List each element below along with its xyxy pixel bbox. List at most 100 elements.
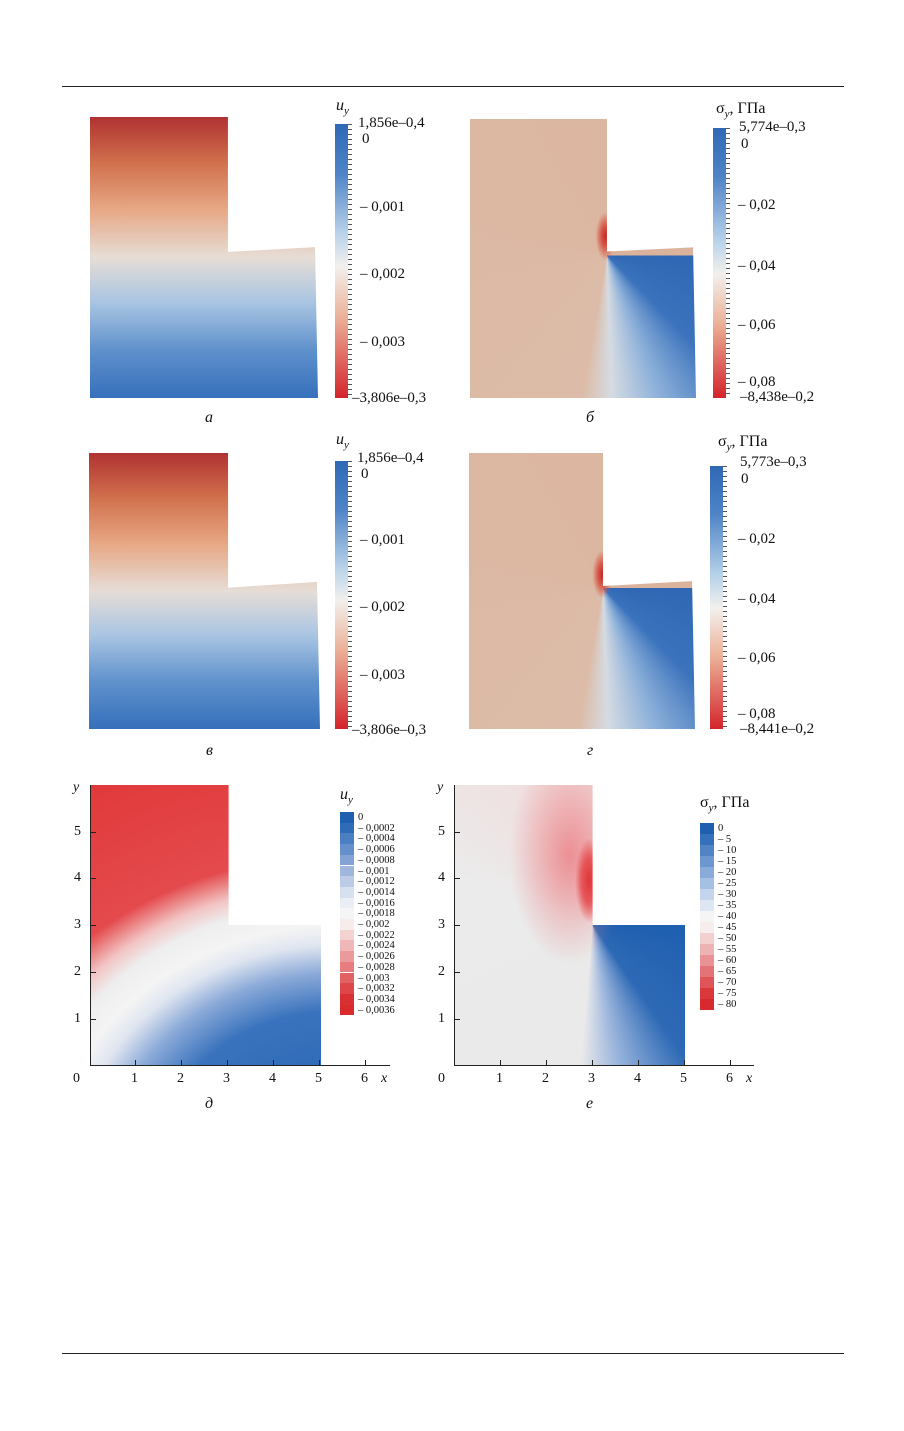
legend-swatch [700, 988, 714, 999]
legend-level-label: – 30 [718, 889, 737, 900]
legend-swatch [340, 993, 354, 1005]
panel-a-title: uy [336, 97, 349, 118]
panel-a-cbar-tick-0: 0 [362, 131, 370, 147]
panel-e-xtick-label: 0 [438, 1071, 445, 1086]
panel-g-cbar-min: –8,441e–0,2 [740, 721, 815, 737]
legend-level-label: – 0,0002 [358, 822, 395, 834]
legend-swatch [700, 878, 714, 889]
legend-level-label: – 10 [718, 845, 737, 856]
panel-v-cbar-tick-3: – 0,003 [360, 667, 405, 683]
legend-swatch [700, 889, 714, 900]
panel-b-cbar-tick-0: 0 [741, 136, 749, 152]
panel-e-xtick [546, 1060, 547, 1065]
panel-d-ytick-label: 4 [74, 870, 81, 885]
panel-e-ytick-label: 5 [438, 824, 445, 839]
panel-d-uy-contour [90, 785, 321, 1065]
legend-level-label: – 0,0032 [358, 983, 395, 995]
legend-level-label: – 0,0024 [358, 940, 395, 952]
panel-d-xtick [135, 1060, 136, 1065]
panel-g-title: σy, ГПа [718, 433, 768, 454]
legend-swatch [340, 865, 354, 877]
panel-b-cbar-min: –8,438e–0,2 [740, 389, 815, 405]
panel-d-y-label: y [73, 780, 80, 795]
panel-b-cbar-tick-3: – 0,06 [738, 317, 776, 333]
legend-swatch [700, 955, 714, 966]
panel-e-xtick [638, 1060, 639, 1065]
panel-g-cbar-tick-1: – 0,02 [738, 531, 776, 547]
legend-swatch [700, 922, 714, 933]
legend-swatch [340, 886, 354, 898]
legend-level-label: – 40 [718, 911, 737, 922]
panel-e-xtick-label: 5 [680, 1071, 687, 1086]
panel-d-ytick [91, 1019, 96, 1020]
panel-d-xtick-label: 5 [315, 1071, 322, 1086]
panel-a-cbar-max: 1,856e–0,4 [358, 115, 425, 131]
panel-e-xtick-label: 6 [726, 1071, 733, 1086]
panel-e-xtick [592, 1060, 593, 1065]
legend-swatch [700, 911, 714, 922]
panel-d-title: uy [340, 786, 353, 807]
panel-b-colorbar [713, 128, 730, 398]
legend-level-label: – 0,003 [358, 972, 390, 984]
legend-swatch [700, 944, 714, 955]
legend-level-label: – 20 [718, 867, 737, 878]
panel-b-caption: б [586, 409, 595, 426]
legend-swatch [340, 972, 354, 984]
panel-e-y-label: y [437, 780, 444, 795]
panel-d-xtick-label: 6 [361, 1071, 368, 1086]
panel-e-sigma-contour [454, 785, 685, 1065]
legend-level-label: – 0,0016 [358, 897, 395, 909]
legend-level-label: – 0,0036 [358, 1004, 395, 1016]
legend-level-label: – 0,0028 [358, 961, 395, 973]
legend-level-label: – 70 [718, 977, 737, 988]
panel-b-sigma-field [470, 119, 696, 398]
panel-d-caption: д [205, 1095, 214, 1112]
legend-swatch [340, 919, 354, 930]
panel-e-xtick [684, 1060, 685, 1065]
legend-swatch [700, 900, 714, 911]
panel-d-contour-legend: 0– 0,0002– 0,0004– 0,0006– 0,0008– 0,001… [340, 812, 420, 1022]
panel-d-xtick [365, 1060, 366, 1065]
legend-swatch [700, 933, 714, 944]
panel-a-cbar-tick-3: – 0,003 [360, 334, 405, 350]
panel-d-ytick-label: 1 [74, 1011, 81, 1026]
top-rule [62, 86, 844, 87]
legend-level-label: – 0,0026 [358, 951, 395, 963]
legend-swatch [340, 812, 354, 823]
legend-swatch [700, 999, 714, 1010]
panel-a-cbar-min: –3,806e–0,3 [352, 390, 427, 406]
legend-level-label: – 0,0008 [358, 854, 395, 866]
legend-level-label: – 0,0018 [358, 908, 395, 920]
panel-g-cbar-tick-4: – 0,08 [738, 706, 776, 722]
legend-swatch [340, 940, 354, 952]
panel-d-xtick-label: 3 [223, 1071, 230, 1086]
panel-d-ytick [91, 972, 96, 973]
legend-swatch [340, 876, 354, 887]
panel-e-title: σy, ГПа [700, 794, 750, 815]
panel-a-cbar-tick-2: – 0,002 [360, 266, 405, 282]
legend-swatch [700, 845, 714, 856]
legend-level-label: 0 [358, 812, 364, 823]
legend-level-label: – 0,0012 [358, 876, 395, 888]
panel-e-ytick [455, 925, 460, 926]
panel-a-caption: а [205, 409, 213, 426]
legend-level-label: – 65 [718, 966, 737, 977]
panel-d-xtick [273, 1060, 274, 1065]
legend-level-label: – 15 [718, 856, 737, 867]
panel-d-x-label: x [381, 1071, 388, 1086]
panel-e-xtick-label: 4 [634, 1071, 641, 1086]
panel-d-ytick [91, 832, 96, 833]
panel-d-xtick [227, 1060, 228, 1065]
panel-e-ytick [455, 972, 460, 973]
panel-e-xtick-label: 3 [588, 1071, 595, 1086]
legend-level-label: – 75 [718, 988, 737, 999]
panel-g-colorbar [710, 466, 727, 729]
legend-swatch [700, 966, 714, 977]
panel-b-cbar-max: 5,774e–0,3 [739, 119, 806, 135]
panel-b-cbar-tick-4: – 0,08 [738, 374, 776, 390]
legend-level-label: – 0,0014 [358, 886, 395, 898]
legend-swatch [700, 867, 714, 878]
panel-a-cbar-tick-1: – 0,001 [360, 199, 405, 215]
panel-v-cbar-tick-2: – 0,002 [360, 599, 405, 615]
legend-level-label: – 60 [718, 955, 737, 966]
